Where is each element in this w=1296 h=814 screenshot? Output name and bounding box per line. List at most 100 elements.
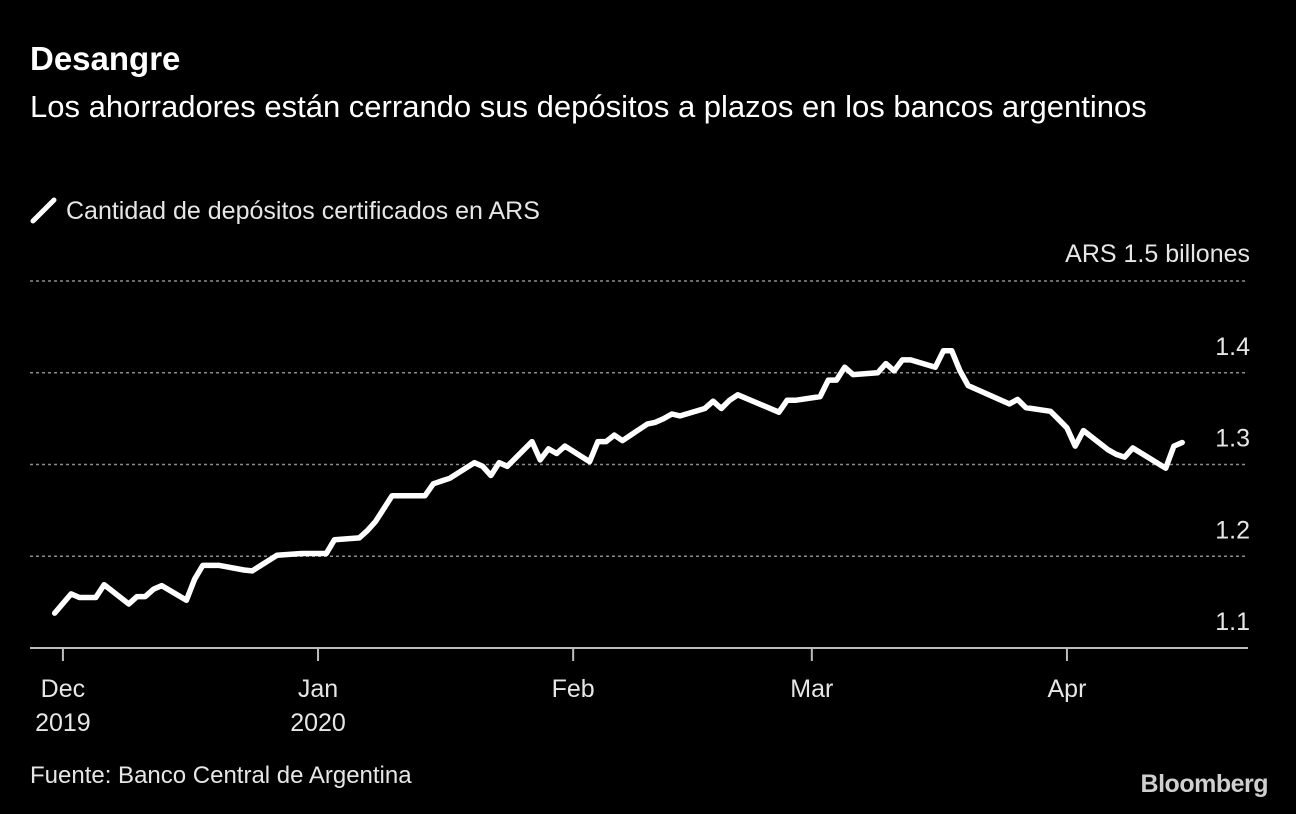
data-point: [704, 408, 706, 409]
data-point: [1074, 445, 1076, 447]
data-point: [128, 603, 130, 605]
data-point: [967, 385, 969, 387]
data-point: [375, 520, 377, 522]
data-point: [243, 569, 245, 571]
data-point: [325, 553, 327, 554]
data-point: [276, 554, 278, 556]
data-point: [185, 599, 187, 601]
chart-subtitle: Los ahorradores están cerrando sus depós…: [30, 89, 1147, 124]
x-tick-sublabel: 2019: [35, 709, 91, 737]
legend-label: Cantidad de depósitos certificados en AR…: [66, 196, 540, 225]
legend-line-swatch: [30, 197, 57, 224]
data-point: [786, 399, 788, 401]
bloomberg-logo: Bloomberg: [1140, 770, 1269, 798]
data-point: [136, 596, 138, 598]
data-point: [1132, 447, 1134, 449]
data-point: [218, 564, 220, 566]
data-point: [506, 465, 508, 467]
data-point: [210, 564, 212, 566]
data-point: [490, 475, 492, 476]
series-line-depositos: [51, 347, 1185, 616]
x-tick-label: Mar: [790, 675, 833, 703]
data-point: [1025, 407, 1027, 409]
y-tick-label: 1.4: [1215, 333, 1250, 361]
data-point: [1017, 398, 1019, 400]
data-point: [934, 366, 936, 368]
data-point: [901, 359, 903, 361]
data-point: [70, 593, 72, 595]
data-point: [78, 597, 80, 598]
data-point: [663, 418, 665, 420]
data-point: [548, 448, 549, 450]
data-point: [613, 434, 615, 436]
data-point: [564, 445, 566, 447]
data-point: [432, 483, 434, 485]
data-point: [836, 379, 837, 381]
data-point: [539, 459, 541, 461]
data-point: [161, 585, 163, 587]
data-point: [334, 539, 335, 541]
data-point: [778, 411, 780, 413]
data-point: [144, 596, 146, 598]
data-point: [622, 440, 623, 442]
data-point: [95, 597, 97, 598]
data-point: [54, 612, 56, 614]
data-point: [1181, 442, 1183, 443]
data-point: [1050, 410, 1051, 412]
x-tick-label: Feb: [552, 675, 595, 703]
data-point: [605, 441, 607, 443]
data-point: [1107, 449, 1109, 451]
data-point: [424, 495, 426, 497]
x-tick-label: Dec: [41, 675, 85, 703]
y-tick-label: ARS 1.5 billones: [1065, 240, 1250, 268]
data-point: [473, 462, 475, 464]
data-point: [301, 553, 303, 554]
data-point: [103, 584, 105, 586]
data-point: [1066, 427, 1068, 429]
data-point: [737, 394, 739, 396]
data-point: [794, 399, 796, 401]
data-point: [449, 477, 451, 479]
data-point: [893, 370, 895, 372]
data-point: [646, 423, 648, 425]
data-point: [498, 462, 500, 464]
data-point: [1124, 456, 1126, 458]
data-point: [844, 366, 846, 368]
data-point: [482, 465, 484, 467]
data-point: [910, 359, 912, 361]
data-point: [720, 408, 722, 409]
data-point: [1082, 430, 1084, 432]
data-point: [679, 415, 681, 417]
data-point: [589, 461, 591, 463]
data-point: [655, 421, 656, 423]
data-point: [194, 578, 196, 580]
data-point: [959, 370, 961, 372]
y-tick-label: 1.2: [1215, 516, 1250, 544]
data-point: [877, 372, 879, 374]
data-point: [597, 441, 599, 443]
data-point: [1115, 453, 1117, 455]
data-point: [152, 588, 154, 590]
data-point: [852, 374, 854, 376]
x-tick-sublabel: 2020: [290, 709, 346, 737]
data-point: [943, 350, 944, 352]
data-point: [1008, 403, 1010, 405]
data-point: [729, 399, 730, 401]
data-point: [819, 396, 821, 398]
data-point: [383, 508, 385, 509]
data-point: [1058, 419, 1060, 420]
legend: Cantidad de depósitos certificados en AR…: [30, 196, 540, 226]
data-point: [251, 570, 253, 572]
y-tick-label: 1.3: [1215, 425, 1250, 453]
data-point: [671, 413, 673, 415]
data-point: [441, 480, 442, 482]
data-point: [1165, 467, 1167, 469]
data-point: [531, 441, 533, 443]
data-point: [827, 379, 829, 381]
data-point: [712, 400, 714, 402]
data-point: [1173, 445, 1175, 447]
data-point: [358, 537, 360, 539]
data-point: [366, 530, 368, 532]
data-point: [951, 350, 953, 352]
